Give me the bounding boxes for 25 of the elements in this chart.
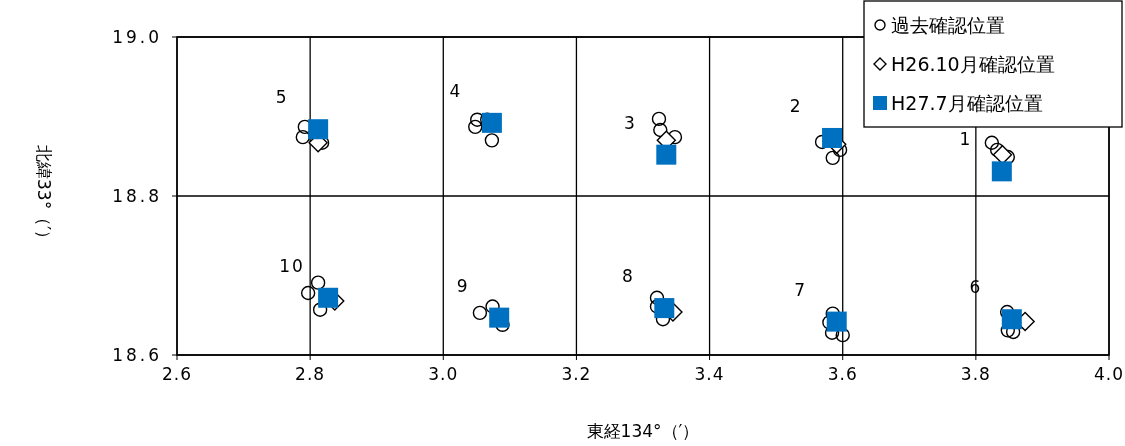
x-tick-label: 3.6 [827,364,858,384]
annotation: 3 [623,112,637,133]
x-tick-label: 3.2 [561,364,592,384]
x-tick-label: 3.4 [694,364,725,384]
y-tick-label: 18.8 [112,186,162,206]
annotation: 10 [279,255,305,276]
x-tick-label: 3.0 [428,364,459,384]
annotation: 7 [794,279,808,300]
annotation: 9 [456,275,470,296]
annotation: 8 [621,266,635,287]
y-tick-label: 19.0 [112,27,162,47]
y-axis-title: 北緯33°（′） [34,145,54,247]
annotation: 1 [959,129,973,150]
x-tick-label: 2.8 [295,364,326,384]
annotation: 2 [789,95,803,116]
y-tick-label: 18.6 [112,345,162,365]
annotation: 5 [275,87,289,108]
legend-label: H26.10月確認位置 [891,53,1055,75]
x-tick-label: 3.8 [960,364,991,384]
x-tick-label: 4.0 [1093,364,1125,384]
legend-label: H27.7月確認位置 [891,92,1043,114]
annotation: 4 [449,80,463,101]
legend-label: 過去確認位置 [891,14,1005,36]
x-tick-label: 2.6 [161,364,193,384]
x-axis-title: 東経134°（′） [586,421,700,441]
